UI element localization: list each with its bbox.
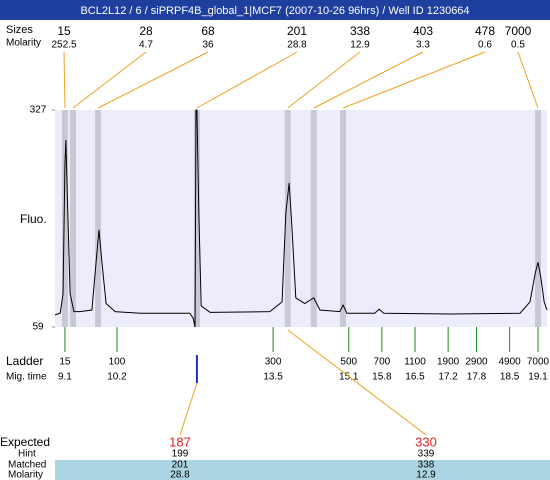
peak-size: 403	[413, 24, 433, 38]
mig-time-label: Mig. time	[6, 372, 47, 383]
hint-value: 199	[172, 449, 189, 460]
peak-molarity: 3.3	[416, 40, 430, 51]
y-tick-label: 59	[32, 322, 44, 333]
peak-molarity: 252.5	[51, 40, 76, 51]
ladder-time: 13.5	[263, 372, 283, 383]
peak-band	[535, 110, 542, 327]
title: BCL2L12 / 6 / siPRPF4B_global_1|MCF7 (20…	[80, 5, 469, 17]
expected-connector	[179, 382, 198, 436]
peak-molarity: 36	[202, 40, 214, 51]
peak-size: 201	[287, 24, 307, 38]
peak-connector	[287, 51, 361, 109]
y-tick-label: 327	[30, 105, 47, 116]
peak-molarity: 4.7	[139, 40, 153, 51]
molarity-row-label: Molarity	[8, 470, 43, 480]
peak-band	[340, 110, 347, 327]
ladder-size: 1100	[404, 357, 426, 368]
expected-value: 187	[169, 434, 191, 449]
peak-band	[95, 110, 102, 327]
ladder-size: 300	[265, 357, 282, 368]
ladder-size: 2900	[465, 357, 488, 368]
peak-connector	[196, 51, 298, 109]
peak-connector	[342, 51, 486, 109]
ladder-size: 15	[59, 357, 71, 368]
matched-molarity: 28.8	[170, 470, 190, 480]
expected-label: Expected	[0, 435, 50, 449]
peak-size: 68	[201, 24, 215, 38]
ladder-time: 17.8	[467, 372, 487, 383]
ladder-size: 4900	[499, 357, 522, 368]
trace	[54, 109, 548, 328]
matched-band	[55, 460, 550, 480]
ladder-time: 15.8	[372, 372, 392, 383]
plot-area	[55, 110, 547, 327]
ladder-size: 1900	[437, 357, 460, 368]
expected-value: 330	[415, 434, 437, 449]
peak-molarity: 0.5	[511, 40, 525, 51]
peak-connector	[517, 51, 539, 109]
ladder-label: Ladder	[6, 354, 43, 368]
ladder-time: 10.2	[107, 372, 127, 383]
title-bar	[0, 0, 550, 20]
peak-molarity: 28.8	[287, 40, 307, 51]
peak-band	[61, 110, 68, 327]
expected-connector	[287, 329, 427, 436]
peak-connector	[313, 51, 424, 109]
hint-value: 339	[418, 449, 435, 460]
peak-band	[310, 110, 317, 327]
peak-size: 28	[139, 24, 153, 38]
sizes-label: Sizes	[6, 24, 33, 36]
peak-connector	[72, 51, 147, 109]
peak-band	[284, 110, 291, 327]
ladder-time: 17.2	[438, 372, 458, 383]
ladder-time: 19.1	[528, 372, 548, 383]
ladder-size: 700	[374, 357, 391, 368]
matched-value: 338	[418, 460, 435, 471]
matched-molarity: 12.9	[416, 470, 436, 480]
ladder-time: 9.1	[58, 372, 72, 383]
ladder-size: 500	[340, 357, 357, 368]
y-axis-label: Fluo.	[20, 212, 47, 226]
peak-size: 7000	[505, 24, 532, 38]
peak-connector	[63, 51, 66, 109]
peak-connector	[97, 51, 209, 109]
ladder-size: 100	[109, 357, 126, 368]
matched-value: 201	[172, 460, 189, 471]
peak-band	[193, 110, 200, 327]
matched-label: Matched	[8, 460, 46, 471]
peak-molarity: 12.9	[350, 40, 370, 51]
peak-molarity: 0.6	[478, 40, 492, 51]
ladder-time: 18.5	[500, 372, 520, 383]
peak-size: 15	[57, 24, 71, 38]
peak-band	[69, 110, 76, 327]
peak-size: 478	[475, 24, 495, 38]
ladder-size: 7000	[527, 357, 550, 368]
ladder-time: 16.5	[405, 372, 425, 383]
peak-size: 338	[350, 24, 370, 38]
hint-label: Hint	[18, 449, 36, 460]
molarity-label: Molarity	[6, 38, 41, 49]
